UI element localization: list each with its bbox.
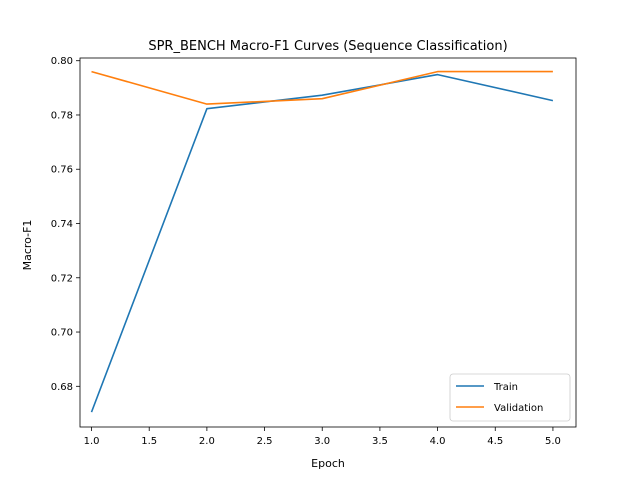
x-tick-label: 4.0	[430, 436, 446, 447]
x-tick-label: 2.0	[199, 436, 215, 447]
y-tick-label: 0.74	[51, 219, 73, 230]
x-tick-label: 3.5	[372, 436, 388, 447]
x-tick-label: 4.5	[487, 436, 503, 447]
plot-frame	[79, 57, 577, 428]
x-axis: 1.0 1.5 2.0 2.5 3.0 3.5 4.0 4.5 5.0	[84, 427, 561, 447]
x-axis-label: Epoch	[311, 457, 345, 470]
series-line-train	[90, 73, 554, 413]
x-tick-label: 3.0	[314, 436, 330, 447]
y-tick-label: 0.70	[51, 328, 73, 339]
series-layer	[90, 70, 554, 413]
x-tick-label: 1.5	[141, 436, 157, 447]
legend-label: Train	[493, 382, 518, 393]
y-tick-label: 0.72	[51, 273, 73, 284]
y-axis-label: Macro-F1	[21, 220, 34, 271]
y-axis: 0.68 0.70 0.72 0.74 0.76 0.78 0.80	[51, 56, 80, 393]
plot-area	[79, 57, 577, 428]
y-tick-label: 0.78	[51, 110, 73, 121]
legend: Train Validation	[449, 373, 571, 422]
x-tick-label: 5.0	[545, 436, 561, 447]
y-tick-label: 0.80	[51, 56, 73, 67]
x-tick-label: 2.5	[257, 436, 273, 447]
legend-label: Validation	[494, 403, 543, 414]
x-tick-label: 1.0	[84, 436, 100, 447]
y-tick-label: 0.76	[51, 165, 73, 176]
series-line-validation	[91, 70, 553, 105]
y-tick-label: 0.68	[51, 382, 73, 393]
chart-title: SPR_BENCH Macro-F1 Curves (Sequence Clas…	[148, 39, 507, 54]
